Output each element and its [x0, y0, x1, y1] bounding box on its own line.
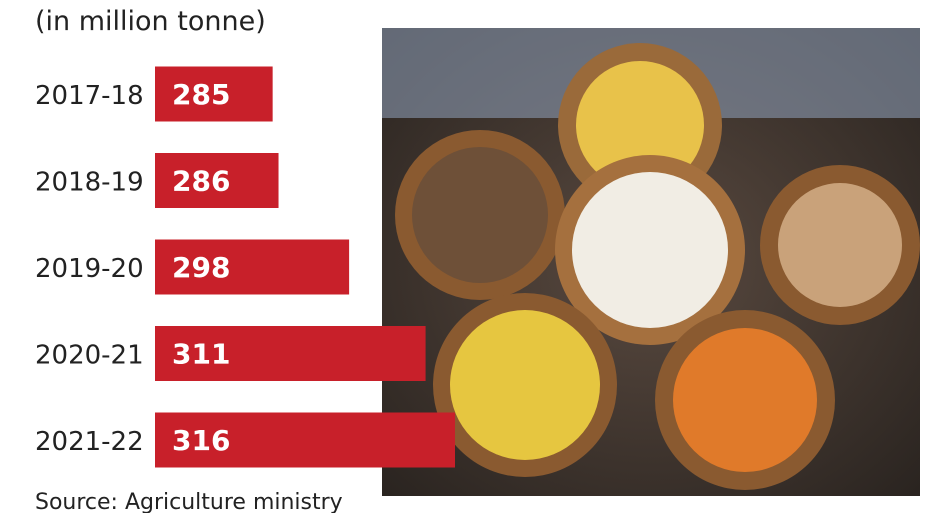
category-label: 2018-19 [35, 168, 144, 198]
source-note: Source: Agriculture ministry [35, 490, 343, 513]
category-label: 2021-22 [35, 427, 144, 457]
bar [155, 153, 279, 208]
value-label: 316 [172, 424, 230, 457]
category-label: 2017-18 [35, 81, 144, 111]
category-label: 2020-21 [35, 341, 144, 371]
value-label: 298 [172, 251, 230, 284]
value-label: 311 [172, 338, 230, 371]
value-label: 286 [172, 165, 230, 198]
value-label: 285 [172, 78, 230, 111]
food-photo [382, 28, 920, 496]
category-label: 2019-20 [35, 254, 144, 284]
bar [155, 412, 455, 468]
chart-subtitle: (in million tonne) [35, 6, 266, 37]
bar [155, 326, 426, 381]
bar [155, 239, 350, 295]
bar [155, 66, 273, 122]
